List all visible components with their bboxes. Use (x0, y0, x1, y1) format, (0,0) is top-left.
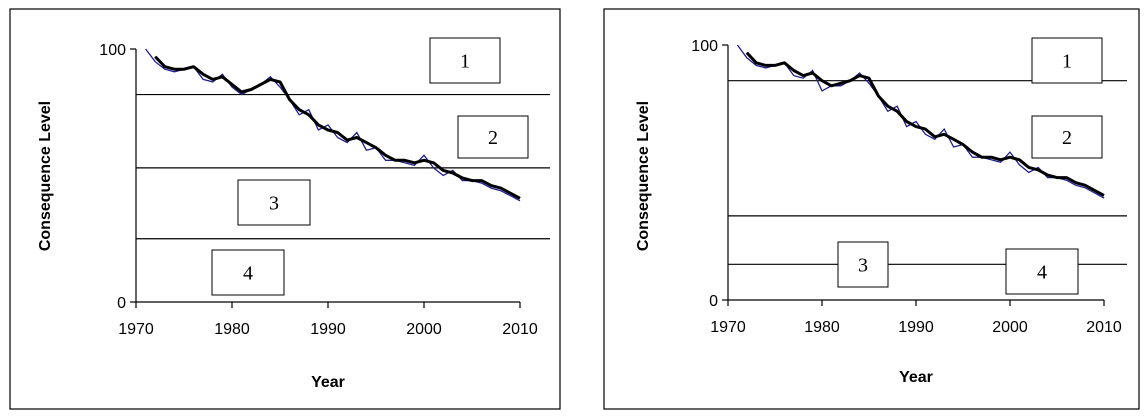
y-axis-title: Consequence Level (37, 101, 54, 251)
y-axis-title: Consequence Level (635, 101, 652, 251)
y-tick-label: 0 (709, 293, 718, 310)
x-axis-title: Year (899, 369, 933, 386)
x-tick-label: 1990 (898, 319, 934, 336)
y-tick-label: 100 (99, 42, 126, 59)
y-tick-label: 100 (691, 38, 718, 55)
zone-label-2: 2 (488, 127, 498, 149)
zone-label-4: 4 (1037, 262, 1047, 284)
x-tick-label: 2010 (502, 321, 538, 338)
x-axis-title: Year (311, 374, 345, 391)
x-tick-label: 2000 (406, 321, 442, 338)
x-tick-label: 2000 (992, 319, 1028, 336)
zone-label-3: 3 (858, 255, 868, 277)
zone-label-1: 1 (1062, 51, 1072, 73)
x-tick-label: 1980 (214, 321, 250, 338)
x-tick-label: 1990 (310, 321, 346, 338)
chart-1: 1970 1980 1990 2000 2010 0 100 Consequence Leve… (10, 9, 560, 409)
zone-label-3: 3 (269, 193, 279, 215)
x-tick-label: 1970 (118, 321, 154, 338)
chart-2: 1970 1980 1990 2000 2010 0 100 Consequence Leve… (604, 9, 1139, 409)
x-tick-label: 1970 (710, 319, 746, 336)
zone-label-2: 2 (1062, 127, 1072, 149)
zone-label-1: 1 (460, 51, 470, 73)
x-tick-label: 1980 (804, 319, 840, 336)
x-tick-label: 2010 (1086, 319, 1122, 336)
y-tick-label: 0 (117, 295, 126, 312)
zone-label-4: 4 (243, 263, 253, 285)
